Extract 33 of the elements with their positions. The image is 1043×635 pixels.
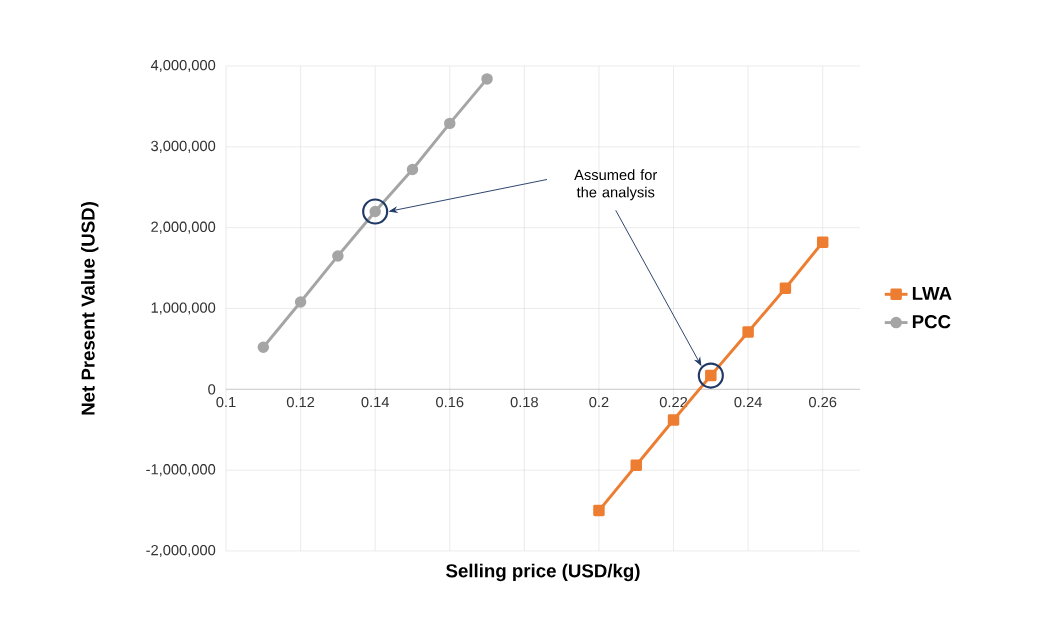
- point: [742, 326, 754, 338]
- point: [667, 414, 680, 426]
- y-tick-label: 1,000,000: [151, 302, 216, 315]
- x-tick-label: 0.1: [216, 396, 236, 408]
- y-tick-label: -1,000,000: [146, 464, 216, 477]
- x-tick-label: 0.2: [589, 396, 609, 408]
- x-axis-title: Selling price (USD/kg): [446, 563, 640, 582]
- point: [816, 236, 829, 248]
- y-tick-label: 2,000,000: [151, 221, 216, 234]
- point: [406, 163, 419, 176]
- legend-label: PCC: [912, 315, 951, 329]
- x-tick-label: 0.24: [734, 396, 762, 408]
- x-tick-label: 0.26: [809, 396, 837, 408]
- x-tick-label: 0.14: [361, 396, 390, 408]
- x-tick-label: 0.22: [659, 396, 688, 408]
- y-tick-label: 4,000,000: [150, 59, 216, 73]
- legend-label: LWA: [912, 286, 952, 300]
- point: [257, 341, 270, 354]
- point: [779, 282, 792, 295]
- y-tick-label: 3,000,000: [151, 140, 216, 153]
- point: [593, 504, 605, 517]
- x-tick-label: 0.18: [510, 396, 538, 408]
- y-axis-title: Net Present Value (USD): [81, 202, 99, 415]
- x-tick-label: 0.16: [436, 396, 464, 408]
- x-tick-label: 0.12: [286, 396, 315, 408]
- y-tick-label: 0: [208, 384, 216, 395]
- point: [332, 250, 344, 262]
- point: [294, 296, 307, 308]
- y-tick-label: -2,000,000: [146, 544, 216, 558]
- point: [630, 459, 642, 472]
- annotation: Assumed for the analysis: [574, 169, 658, 201]
- point: [481, 73, 493, 85]
- point: [444, 117, 456, 130]
